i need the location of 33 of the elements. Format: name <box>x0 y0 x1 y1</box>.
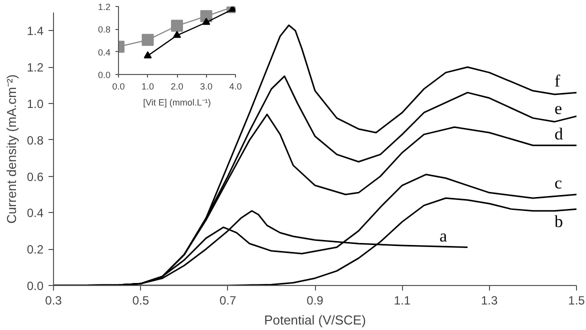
x-tick-label: 3.0 <box>200 82 213 92</box>
y-tick-label: 0.0 <box>26 279 44 293</box>
y-tick-label: 0.8 <box>98 24 111 35</box>
y-tick-label: 0.2 <box>26 242 44 257</box>
x-tick-label: 0.9 <box>306 294 324 308</box>
y-tick-label: 0.4 <box>26 206 44 220</box>
x-tick-label: 0.5 <box>132 294 150 308</box>
x-axis-title: [Vit E] (mmol.L⁻¹) <box>143 98 211 108</box>
x-tick-label: 1.1 <box>394 294 411 308</box>
y-axis-title: Current density (mA.cm⁻²) <box>4 74 19 224</box>
y-tick-label: 0.8 <box>26 133 44 148</box>
y-tick-label: 0.4 <box>98 47 111 58</box>
y-tick-label: 1.4 <box>26 24 44 38</box>
x-tick-label: 1.5 <box>568 294 586 308</box>
series-label: c <box>554 174 562 192</box>
y-tick-label: 1.0 <box>26 97 44 111</box>
x-axis-title: Potential (V/SCE) <box>264 312 366 328</box>
x-tick-label: 4.0 <box>229 82 242 92</box>
y-tick-label: 1.2 <box>98 2 111 12</box>
series-label: d <box>554 124 564 144</box>
y-tick-label: 0.6 <box>26 170 44 184</box>
series-label: e <box>554 99 562 118</box>
x-tick-label: 1.0 <box>141 82 154 92</box>
y-tick-label: 1.2 <box>26 60 44 75</box>
series-label: a <box>440 226 448 246</box>
x-tick-label: 0.0 <box>112 82 125 92</box>
x-tick-label: 1.3 <box>480 294 498 308</box>
x-tick-label: 2.0 <box>170 82 184 92</box>
series-label: b <box>554 212 563 232</box>
x-tick-label: 0.3 <box>45 294 62 308</box>
x-tick-label: 0.7 <box>219 294 236 308</box>
series-label: f <box>554 72 560 91</box>
y-tick-label: 0.0 <box>98 70 111 80</box>
